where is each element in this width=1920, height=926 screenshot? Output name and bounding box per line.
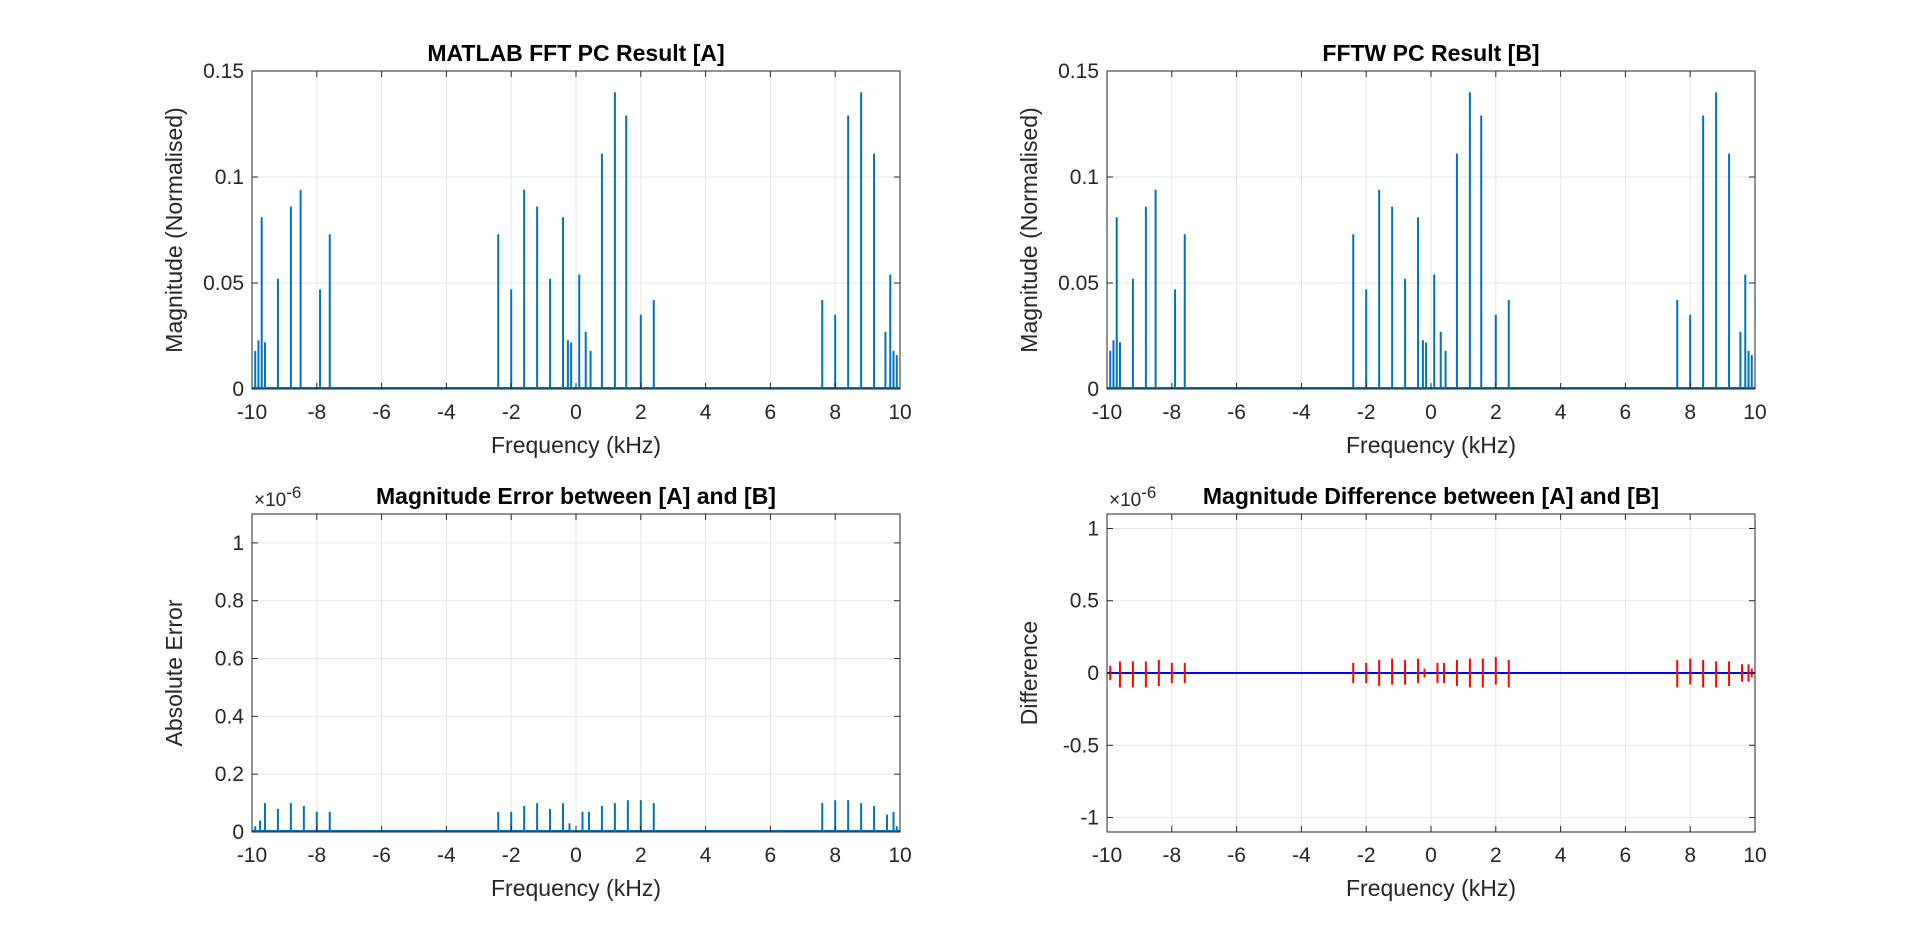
x-tick-label: 2 <box>635 844 647 867</box>
x-tick-label: -8 <box>307 844 326 867</box>
x-tick-label: -4 <box>437 401 456 424</box>
y-tick-label: 0.5 <box>1070 590 1099 613</box>
x-tick-label: 10 <box>888 844 911 867</box>
x-tick-label: -10 <box>1092 844 1122 867</box>
y-tick-label: 0.15 <box>1058 60 1099 83</box>
chart-magnitude-error: -10 -8 -6 -4 -2 0 2 4 6 8 10 0 0.2 0.4 0.6 0.8 1 Magnitud… <box>161 483 912 901</box>
y-tick-label: 0.4 <box>215 705 245 728</box>
x-tick-label: -6 <box>1227 844 1246 867</box>
x-tick-label: -8 <box>307 401 326 424</box>
x-tick-label: -2 <box>1357 844 1376 867</box>
x-tick-label: 0 <box>1425 844 1437 867</box>
x-axis-label: Frequency (kHz) <box>491 875 661 901</box>
x-tick-label: 10 <box>1743 401 1766 424</box>
x-tick-label: -10 <box>237 844 267 867</box>
x-tick-label: 2 <box>1490 844 1502 867</box>
chart-title: Magnitude Error between [A] and [B] <box>376 483 776 509</box>
y-tick-label: 0 <box>1087 662 1099 685</box>
x-tick-label: -10 <box>237 401 267 424</box>
x-tick-label: 6 <box>765 844 777 867</box>
x-tick-label: -2 <box>1357 401 1376 424</box>
y-tick-label: 0.1 <box>215 166 244 189</box>
x-tick-label: -2 <box>502 844 521 867</box>
x-axis-label: Frequency (kHz) <box>1346 875 1516 901</box>
x-tick-label: 4 <box>1555 844 1567 867</box>
x-tick-label: 2 <box>1490 401 1502 424</box>
y-tick-label: 0.05 <box>1058 272 1099 295</box>
x-tick-label: 8 <box>829 844 841 867</box>
x-tick-label: 8 <box>1684 401 1696 424</box>
x-tick-label: 4 <box>1555 401 1567 424</box>
x-tick-label: 0 <box>570 844 582 867</box>
y-tick-label: 0.8 <box>215 590 244 613</box>
x-tick-label: -4 <box>1292 844 1311 867</box>
x-tick-label: -8 <box>1162 401 1181 424</box>
x-tick-label: 2 <box>635 401 647 424</box>
y-tick-label: 0 <box>232 378 244 401</box>
x-tick-label: -2 <box>502 401 521 424</box>
x-tick-label: 6 <box>1620 401 1632 424</box>
y-tick-label: 0.15 <box>203 60 244 83</box>
chart-title: Magnitude Difference between [A] and [B] <box>1203 483 1659 509</box>
chart-fftw: -10 -8 -6 -4 -2 0 2 4 6 8 10 0 0.05 0.1 0.15 FFTW PC Re… <box>1016 40 1767 458</box>
x-tick-label: 8 <box>829 401 841 424</box>
x-tick-label: -6 <box>372 844 391 867</box>
x-tick-label: 6 <box>1620 844 1632 867</box>
x-tick-label: -6 <box>1227 401 1246 424</box>
x-axis-label: Frequency (kHz) <box>491 432 661 458</box>
chart-matlab-fft: -10 -8 -6 -4 -2 0 2 4 6 8 10 0 0.05 0.1 0.15 MATLAB FFT… <box>161 40 912 458</box>
x-tick-label: 8 <box>1684 844 1696 867</box>
y-axis-label: Absolute Error <box>161 599 187 746</box>
y-tick-label: 0 <box>232 821 244 844</box>
x-tick-label: -6 <box>372 401 391 424</box>
x-tick-label: -4 <box>437 844 456 867</box>
y-tick-label: 0 <box>1087 378 1099 401</box>
x-tick-label: 4 <box>700 844 712 867</box>
y-exponent-label: ×10-6 <box>254 483 301 511</box>
x-tick-label: 6 <box>765 401 777 424</box>
y-tick-label: -1 <box>1080 807 1099 830</box>
x-tick-label: 0 <box>1425 401 1437 424</box>
x-tick-label: 4 <box>700 401 712 424</box>
x-tick-label: 0 <box>570 401 582 424</box>
y-exponent-label: ×10-6 <box>1109 483 1156 511</box>
y-tick-label: 0.05 <box>203 272 244 295</box>
chart-magnitude-difference: -10 -8 -6 -4 -2 0 2 4 6 8 10 -1 -0.5 0 0.5 1 Magnitude D… <box>1016 483 1767 901</box>
y-axis-label: Difference <box>1016 621 1042 725</box>
y-axis-label: Magnitude (Normalised) <box>161 107 187 352</box>
y-tick-label: 0.1 <box>1070 166 1099 189</box>
y-tick-label: 0.2 <box>215 763 244 786</box>
x-tick-label: -8 <box>1162 844 1181 867</box>
x-tick-label: 10 <box>1743 844 1766 867</box>
x-tick-label: -4 <box>1292 401 1311 424</box>
chart-title: MATLAB FFT PC Result [A] <box>427 40 724 66</box>
x-axis-label: Frequency (kHz) <box>1346 432 1516 458</box>
y-axis-label: Magnitude (Normalised) <box>1016 107 1042 352</box>
x-tick-label: 10 <box>888 401 911 424</box>
y-tick-label: -0.5 <box>1063 734 1099 757</box>
y-tick-label: 1 <box>1087 517 1099 540</box>
y-tick-label: 0.6 <box>215 648 244 671</box>
chart-title: FFTW PC Result [B] <box>1322 40 1539 66</box>
x-tick-label: -10 <box>1092 401 1122 424</box>
y-tick-label: 1 <box>232 532 244 555</box>
